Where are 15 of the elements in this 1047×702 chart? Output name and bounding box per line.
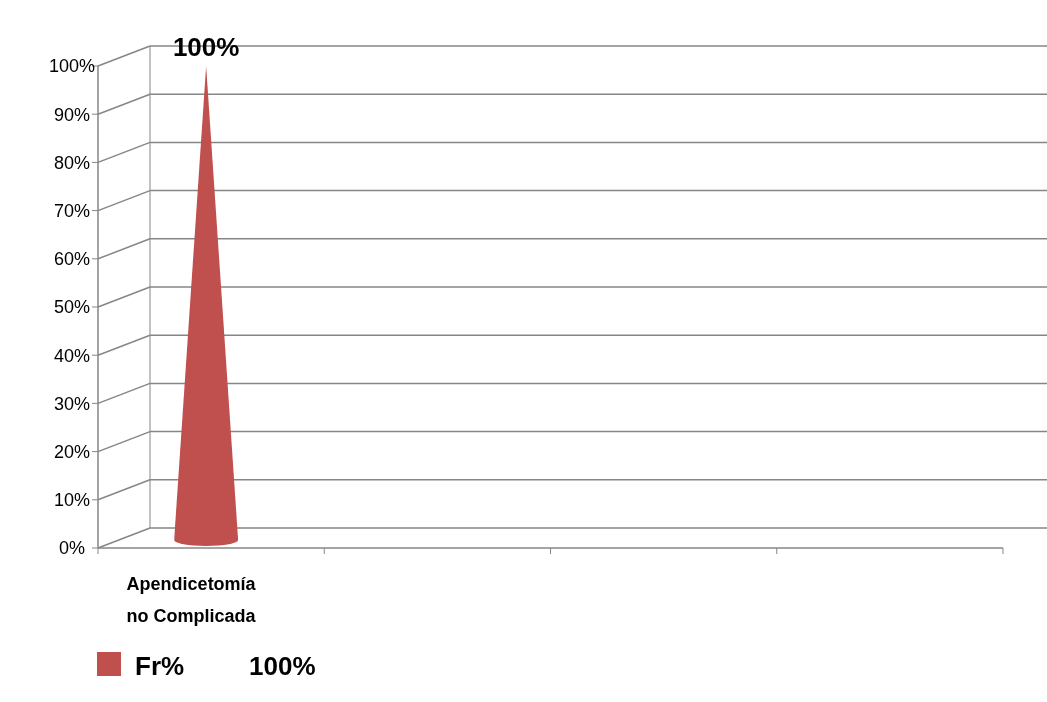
y-tick-label: 10% [53,490,91,511]
data-label: 100% [172,32,240,62]
y-tick-label: 60% [53,249,91,270]
y-tick-label: 0% [58,538,86,559]
y-tick-label: 100% [48,56,96,77]
y-tick-label: 20% [53,441,91,462]
y-tick-label: 40% [53,345,91,366]
y-tick-label: 50% [53,297,91,318]
x-tick-label: Apendicetomía no Complicada [126,574,257,626]
y-tick-label: 30% [53,393,91,414]
y-tick-label: 90% [53,104,91,125]
text: 100% [249,651,316,681]
y-tick-label: 80% [53,152,91,173]
legend-label: Fr% [135,651,185,681]
y-tick-label: 70% [53,200,91,221]
